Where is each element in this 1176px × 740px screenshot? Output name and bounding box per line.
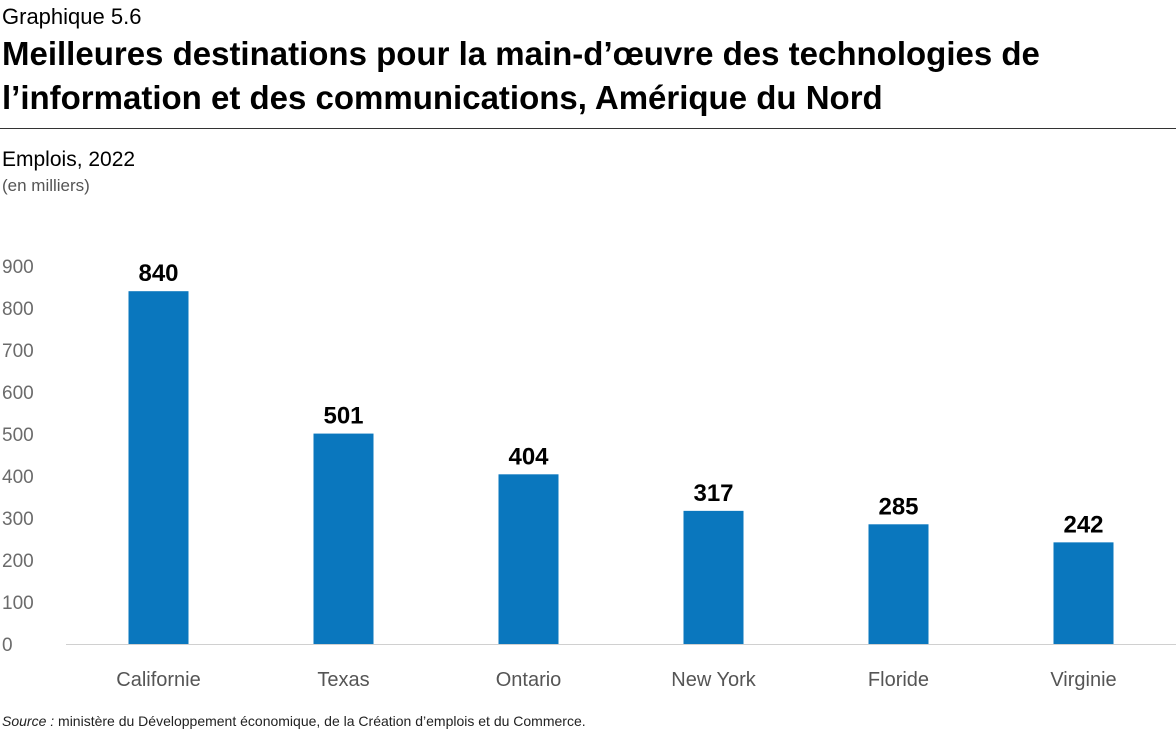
- x-tick-label: New York: [671, 669, 756, 691]
- x-tick-label: Ontario: [496, 669, 562, 691]
- data-label: 242: [1063, 511, 1103, 538]
- data-label: 501: [323, 403, 363, 430]
- bar: [683, 510, 744, 644]
- chart-label: Graphique 5.6: [2, 4, 142, 29]
- bar: [1053, 542, 1114, 644]
- y-tick-label: 400: [2, 467, 34, 488]
- x-tick-label: Virginie: [1050, 669, 1116, 691]
- data-label: 285: [878, 493, 918, 520]
- source-note: Source : ministère du Développement écon…: [2, 713, 586, 729]
- bar: [313, 433, 374, 644]
- source-text: ministère du Développement économique, d…: [54, 713, 586, 729]
- y-tick-label: 600: [2, 383, 34, 404]
- source-label: Source :: [2, 713, 55, 729]
- data-label: 317: [693, 480, 733, 507]
- title-divider: [0, 128, 1176, 129]
- y-tick-label: 100: [2, 593, 34, 614]
- y-tick-label: 500: [2, 425, 34, 446]
- bar: [498, 474, 559, 644]
- x-tick-label: Californie: [116, 669, 200, 691]
- bar: [868, 524, 929, 644]
- y-tick-label: 800: [2, 299, 34, 320]
- y-tick-label: 200: [2, 551, 34, 572]
- y-tick-label: 0: [2, 635, 13, 656]
- y-tick-label: 700: [2, 341, 34, 362]
- chart-subtitle: Emplois, 2022: [2, 148, 136, 171]
- x-tick-label: Floride: [868, 669, 929, 691]
- chart-title: Meilleures destinations pour la main-d’œ…: [2, 35, 1040, 116]
- data-label: 404: [508, 443, 549, 470]
- y-tick-label: 900: [2, 257, 34, 278]
- bar: [128, 291, 189, 644]
- data-label: 840: [138, 260, 178, 287]
- y-tick-label: 300: [2, 509, 34, 530]
- chart-unit: (en milliers): [2, 176, 90, 195]
- x-tick-label: Texas: [317, 669, 369, 691]
